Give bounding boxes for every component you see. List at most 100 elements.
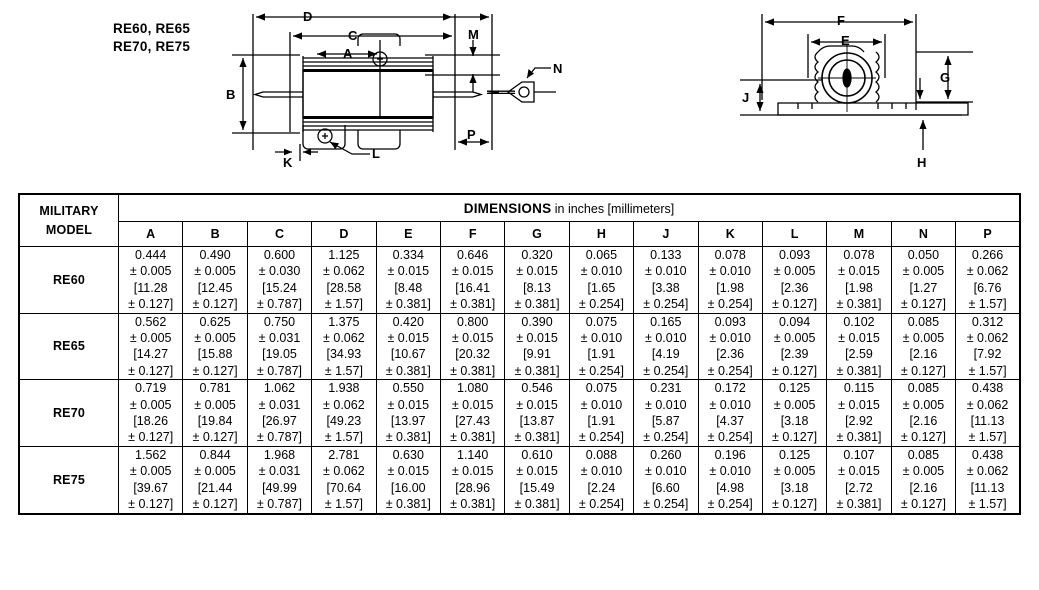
dimension-mm: [34.93 bbox=[326, 347, 362, 362]
dimension-in-tol: ± 0.062 bbox=[323, 331, 365, 346]
dimension-mm-tol: ± 0.127] bbox=[192, 497, 238, 512]
column-header-M: M bbox=[826, 221, 892, 247]
dimension-in-tol: ± 0.062 bbox=[323, 464, 365, 479]
dimension-mm: [1.98 bbox=[716, 280, 745, 295]
dimension-in: 0.125 bbox=[778, 447, 811, 462]
end-view-drawing bbox=[740, 14, 973, 150]
dimension-mm-tol: ± 0.127] bbox=[128, 430, 174, 445]
dimension-in-tol: ± 0.005 bbox=[194, 464, 236, 479]
dimension-in-tol: ± 0.030 bbox=[258, 264, 301, 279]
dimension-mm: [15.24 bbox=[262, 280, 297, 295]
dimension-mm-tol: ± 0.381] bbox=[385, 363, 431, 378]
dimension-in-tol: ± 0.015 bbox=[838, 464, 880, 479]
dimension-in: 2.781 bbox=[328, 447, 360, 462]
dimension-cell: 0.088 ± 0.010 [2.24 ± 0.254] bbox=[568, 445, 635, 515]
dimension-cell: 0.075 ± 0.010 [1.91 ± 0.254] bbox=[568, 379, 635, 447]
dimension-cell: 1.080 ± 0.015 [27.43 ± 0.381] bbox=[439, 379, 506, 447]
dimension-cell: 0.075 ± 0.010 [1.91 ± 0.254] bbox=[568, 312, 635, 381]
dimension-mm: [2.24 bbox=[587, 480, 616, 495]
column-header-F: F bbox=[439, 221, 506, 247]
dimension-in-tol: ± 0.015 bbox=[451, 464, 494, 479]
dimension-mm-tol: ± 0.381] bbox=[836, 430, 882, 445]
dimension-in-tol: ± 0.015 bbox=[451, 397, 494, 412]
dimension-mm-tol: ± 0.254] bbox=[643, 430, 689, 445]
dimension-in: 0.646 bbox=[457, 248, 489, 262]
dimension-cell: 0.266 ± 0.062 [6.76 ± 1.57] bbox=[955, 246, 1021, 314]
dimension-mm-tol: ± 0.381] bbox=[450, 297, 496, 312]
dimension-label-A: A bbox=[343, 46, 353, 61]
dimension-in-tol: ± 0.005 bbox=[194, 331, 236, 346]
dimension-mm-tol: ± 0.381] bbox=[514, 363, 560, 378]
dimension-mm-tol: ± 0.381] bbox=[385, 297, 431, 312]
dimension-in: 0.088 bbox=[585, 447, 618, 462]
dimension-in-tol: ± 0.031 bbox=[258, 397, 301, 412]
dimension-mm-tol: ± 0.787] bbox=[256, 430, 303, 445]
dimension-label-K: K bbox=[283, 155, 293, 170]
dimension-mm-tol: ± 0.787] bbox=[256, 363, 303, 378]
dimension-mm-tol: ± 0.127] bbox=[900, 297, 946, 312]
dimension-mm-tol: ± 1.57] bbox=[324, 363, 363, 378]
dimension-mm-tol: ± 0.127] bbox=[128, 297, 174, 312]
dimension-label-B: B bbox=[226, 87, 236, 102]
dimension-in-tol: ± 0.015 bbox=[387, 331, 430, 346]
dimension-cell: 0.438 ± 0.062 [11.13 ± 1.57] bbox=[955, 379, 1021, 447]
dimension-in-tol: ± 0.015 bbox=[838, 331, 880, 346]
dimension-in: 0.133 bbox=[650, 248, 682, 262]
dimension-in: 0.085 bbox=[907, 447, 940, 462]
dimension-in-tol: ± 0.015 bbox=[516, 331, 558, 346]
column-header-H: H bbox=[568, 221, 635, 247]
dimension-cell: 0.438 ± 0.062 [11.13 ± 1.57] bbox=[955, 445, 1021, 515]
dimension-mm: [11.13 bbox=[970, 414, 1005, 429]
dimension-in: 0.781 bbox=[199, 381, 231, 396]
dimension-mm: [13.87 bbox=[519, 414, 555, 429]
dimension-label-M: M bbox=[468, 27, 479, 42]
dimension-cell: 0.093 ± 0.005 [2.36 ± 0.127] bbox=[761, 246, 828, 314]
dimension-in-tol: ± 0.031 bbox=[258, 331, 301, 346]
column-header-N: N bbox=[890, 221, 957, 247]
dimension-in: 0.630 bbox=[392, 447, 424, 462]
dimension-cell: 0.750 ± 0.031 [19.05 ± 0.787] bbox=[246, 312, 313, 381]
dimension-in-tol: ± 0.015 bbox=[387, 264, 430, 279]
dimension-mm: [2.36 bbox=[716, 347, 745, 362]
dimension-in-tol: ± 0.005 bbox=[902, 464, 945, 479]
dimension-mm: [2.36 bbox=[780, 280, 809, 295]
dimension-cell: 0.490 ± 0.005 [12.45 ± 0.127] bbox=[182, 246, 248, 314]
dimension-in-tol: ± 0.015 bbox=[451, 331, 494, 346]
dimension-in-tol: ± 0.005 bbox=[194, 264, 236, 279]
column-header-K: K bbox=[697, 221, 763, 247]
dimension-label-E: E bbox=[841, 33, 850, 48]
dimension-in-tol: ± 0.010 bbox=[709, 264, 752, 279]
dimension-in-tol: ± 0.005 bbox=[194, 397, 236, 412]
dimension-mm: [28.96 bbox=[455, 480, 491, 495]
dimension-in-tol: ± 0.015 bbox=[838, 397, 880, 412]
dimension-mm: [2.16 bbox=[909, 480, 938, 495]
dimension-in: 0.102 bbox=[843, 314, 875, 329]
dimension-mm-tol: ± 0.381] bbox=[836, 363, 882, 378]
dimension-in-tol: ± 0.010 bbox=[645, 264, 687, 279]
dimension-mm: [20.32 bbox=[455, 347, 491, 362]
dimension-cell: 0.078 ± 0.010 [1.98 ± 0.254] bbox=[697, 246, 763, 314]
dimension-cell: 0.172 ± 0.010 [4.37 ± 0.254] bbox=[697, 379, 763, 447]
military-model-header: MILITARY MODEL bbox=[18, 193, 119, 247]
dimension-cell: 0.102 ± 0.015 [2.59 ± 0.381] bbox=[826, 312, 892, 381]
dimension-in-tol: ± 0.005 bbox=[129, 331, 172, 346]
dimension-in: 0.075 bbox=[585, 381, 618, 396]
dimension-mm-tol: ± 0.254] bbox=[707, 297, 753, 312]
dimension-in: 0.550 bbox=[392, 381, 424, 396]
dimension-mm-tol: ± 0.381] bbox=[514, 497, 560, 512]
dimension-in: 1.968 bbox=[263, 447, 296, 462]
dimension-cell: 0.610 ± 0.015 [15.49 ± 0.381] bbox=[504, 445, 570, 515]
dimension-mm: [11.13 bbox=[970, 480, 1005, 495]
table-body: RE60 0.444 ± 0.005 [11.28 ± 0.127] 0.490 ± 0.0… bbox=[18, 246, 1021, 515]
dimension-in: 0.266 bbox=[971, 248, 1004, 262]
dimension-in: 0.438 bbox=[971, 447, 1004, 462]
dimension-label-H: H bbox=[917, 155, 927, 170]
dimension-in: 0.085 bbox=[907, 314, 940, 329]
dimension-in: 1.080 bbox=[457, 381, 489, 396]
dimension-mm-tol: ± 1.57] bbox=[968, 430, 1007, 445]
dimension-in-tol: ± 0.005 bbox=[129, 464, 172, 479]
dimension-mm-tol: ± 0.254] bbox=[707, 363, 753, 378]
dimension-in: 1.938 bbox=[328, 381, 360, 396]
dimension-in: 0.065 bbox=[585, 248, 618, 262]
